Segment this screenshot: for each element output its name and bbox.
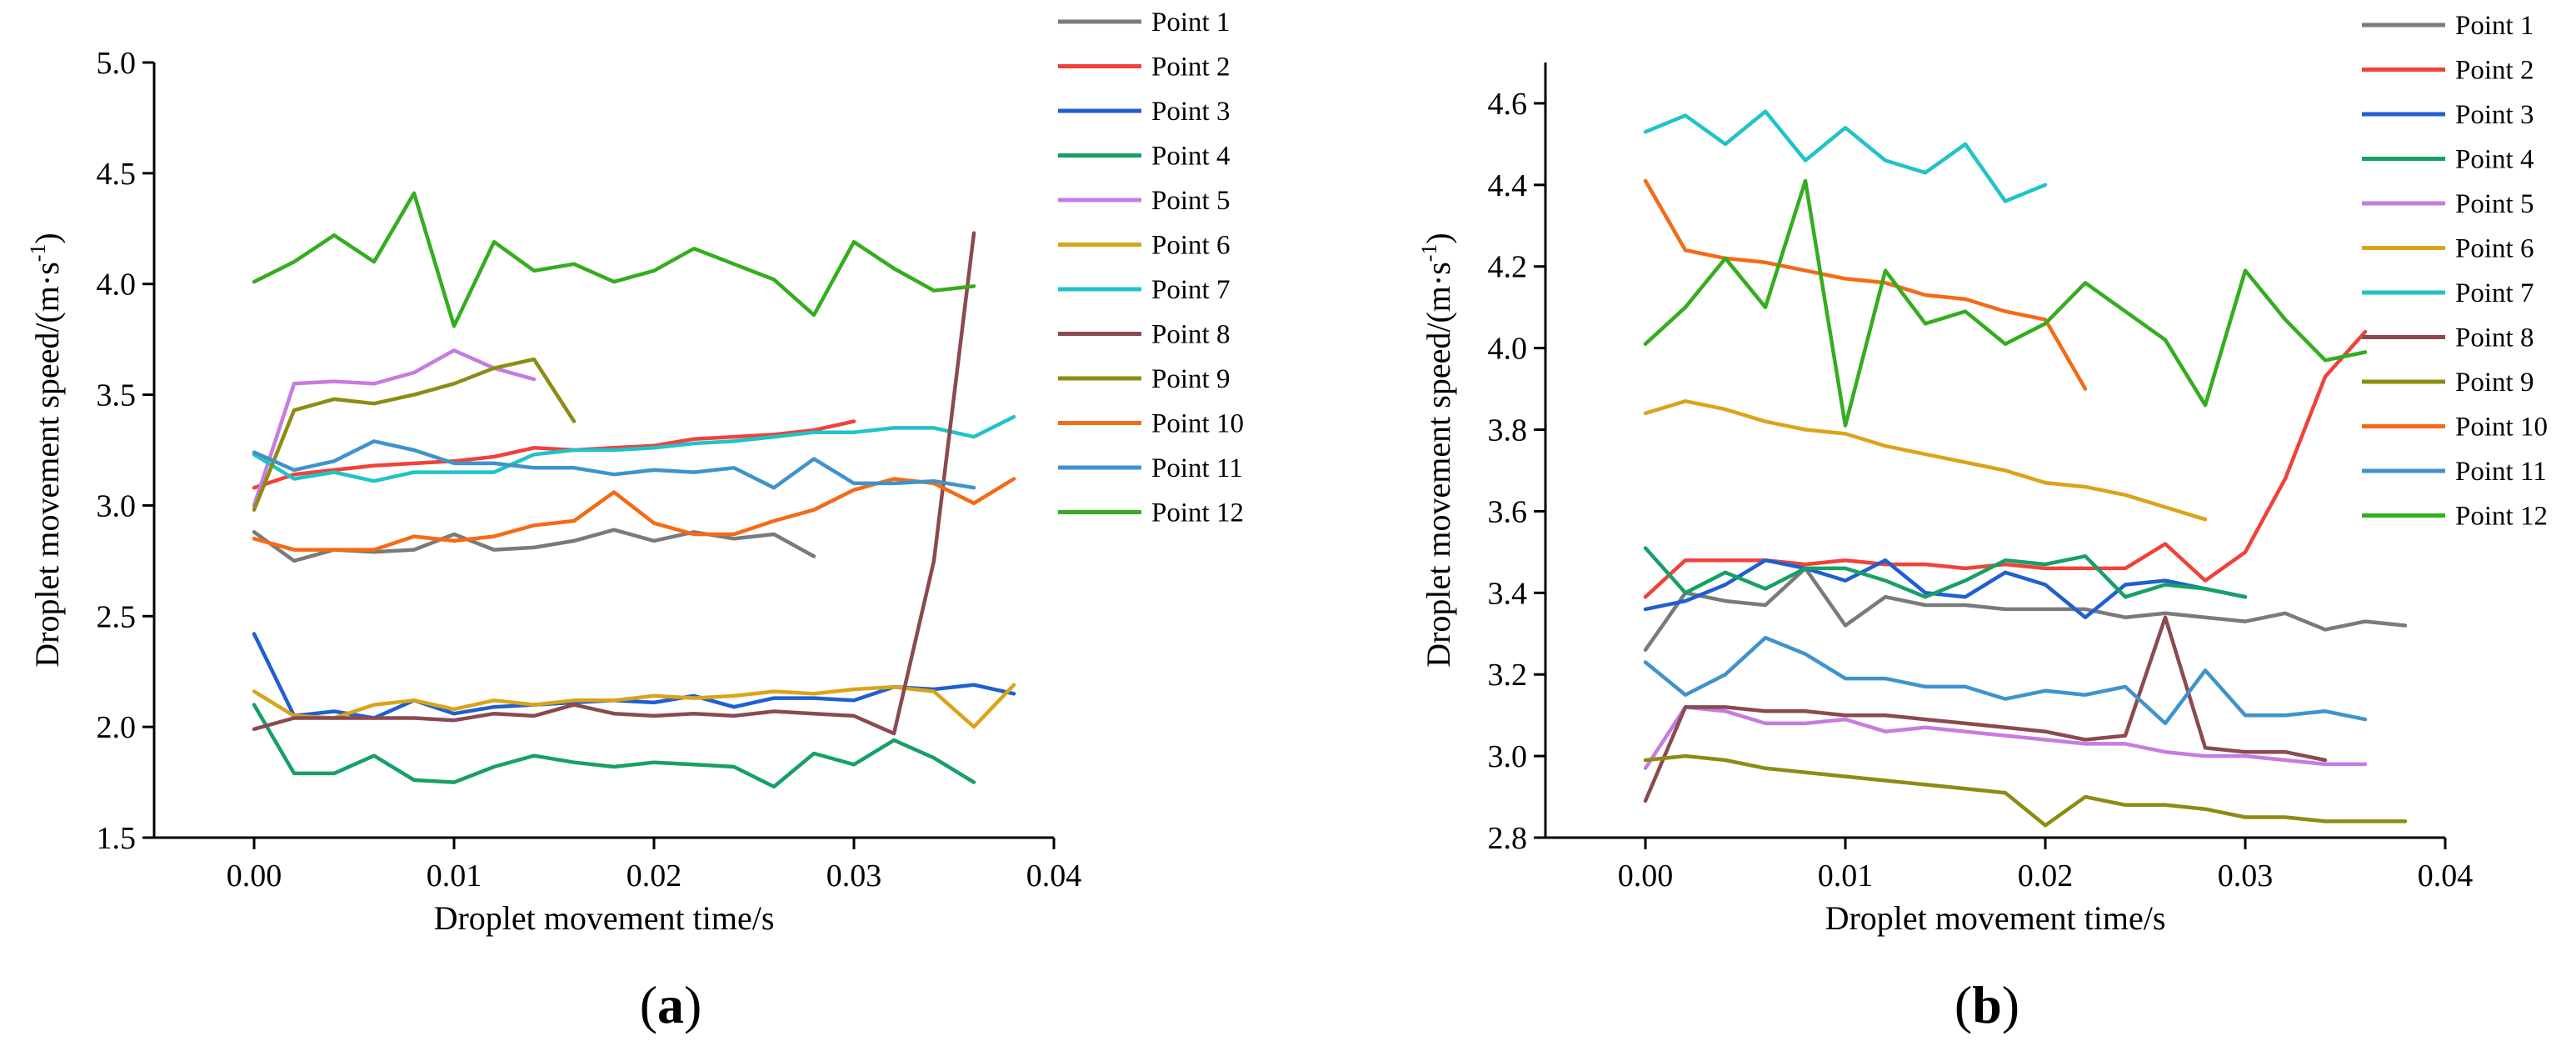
- series-line-point-4: [252, 703, 976, 789]
- legend-label: Point 5: [1151, 186, 1230, 216]
- panel-a: 1.5 2.0 2.5 3.0 3.5 4.0 4.5 5.0 0.00 0.01 0.02 0.03…: [26, 8, 1244, 1034]
- panel-label: (b): [1954, 975, 2019, 1034]
- y-axis-label-sup: -1: [1417, 244, 1441, 263]
- x-tick-label: 0.01: [1818, 858, 1874, 893]
- series-line-point-2: [1643, 329, 2368, 599]
- legend-label: Point 1: [2455, 11, 2534, 41]
- y-tick-label: 2.5: [97, 599, 137, 634]
- series-line-point-11: [252, 439, 976, 490]
- series-line-point-7: [1643, 109, 2048, 203]
- y-tick-label: 2.8: [1488, 821, 1528, 856]
- series-line-point-4: [1643, 546, 2248, 599]
- x-tick-label: 0.04: [1026, 858, 1082, 893]
- legend-label: Point 9: [2455, 368, 2534, 398]
- legend: Point 1 Point 2 Point 3 Point 4 Point 5 Point…: [1058, 8, 1244, 528]
- series-line-point-7: [252, 414, 1016, 483]
- x-tick-label: 0.00: [227, 858, 282, 893]
- legend-label: Point 12: [2455, 502, 2548, 532]
- y-tick-label: 3.0: [97, 488, 137, 523]
- series-line-point-8: [252, 231, 976, 736]
- series-line-point-6: [252, 683, 1016, 729]
- legend-label: Point 3: [2455, 100, 2534, 130]
- legend-label: Point 7: [1151, 275, 1230, 305]
- x-tick-label: 0.03: [2218, 858, 2274, 893]
- x-axis-label: Droplet movement time/s: [434, 899, 775, 937]
- y-axis-label: Droplet movement speed/(m·s-1): [26, 233, 66, 668]
- legend-label: Point 9: [1151, 364, 1230, 394]
- legend-label: Point 10: [1151, 409, 1244, 439]
- legend-label: Point 1: [1151, 8, 1230, 38]
- y-axis-label: Droplet movement speed/(m·s-1): [1417, 233, 1457, 668]
- y-tick-label: 1.5: [97, 821, 137, 856]
- legend: Point 1 Point 2 Point 3 Point 4 Point 5 Point…: [2362, 11, 2548, 532]
- series-line-point-10: [252, 477, 1016, 552]
- series-line-point-6: [1643, 399, 2208, 522]
- series-line-point-12: [252, 191, 976, 328]
- y-tick-label: 5.0: [97, 46, 137, 81]
- legend-label: Point 10: [2455, 413, 2548, 443]
- series-line-point-3: [1643, 558, 2248, 619]
- legend-label: Point 6: [2455, 234, 2534, 264]
- y-tick-label: 3.4: [1488, 576, 1528, 611]
- y-tick-label: 3.0: [1488, 739, 1528, 774]
- x-tick-label: 0.02: [2018, 858, 2074, 893]
- x-tick-label: 0.03: [826, 858, 882, 893]
- y-axis-label-main: Droplet movement speed/(m·s: [28, 262, 66, 668]
- series-line-point-5: [1643, 705, 2368, 771]
- y-tick-label: 4.0: [1488, 332, 1528, 367]
- y-tick-label: 4.2: [1488, 250, 1528, 285]
- x-tick-label: 0.00: [1618, 858, 1674, 893]
- legend-label: Point 2: [1151, 53, 1230, 83]
- x-tick-label: 0.04: [2418, 858, 2474, 893]
- panel-b: 2.8 3.0 3.2 3.4 3.6 3.8 4.0 4.2 4.4 4.6 0.00 0.01 0.…: [1417, 11, 2548, 1034]
- legend-label: Point 5: [2455, 189, 2534, 219]
- series-line-point-2: [252, 419, 856, 490]
- legend-label: Point 6: [1151, 231, 1230, 261]
- series-line-point-5: [252, 348, 537, 508]
- series-line-point-1: [1643, 566, 2408, 653]
- panel-label: (a): [640, 975, 702, 1034]
- series-line-point-9: [1643, 753, 2408, 828]
- y-tick-label: 2.0: [97, 710, 137, 745]
- series-line-point-9: [252, 357, 577, 512]
- legend-label: Point 8: [2455, 323, 2534, 353]
- y-tick-label: 4.6: [1488, 87, 1528, 122]
- x-tick-label: 0.01: [427, 858, 482, 893]
- legend-label: Point 11: [1151, 453, 1243, 483]
- series-line-point-12: [1643, 178, 2368, 428]
- legend-label: Point 4: [2455, 145, 2534, 175]
- y-tick-label: 3.8: [1488, 413, 1528, 448]
- x-tick-label: 0.02: [627, 858, 682, 893]
- y-tick-label: 3.5: [97, 378, 137, 413]
- legend-label: Point 12: [1151, 498, 1244, 528]
- series-line-point-11: [1643, 635, 2368, 726]
- legend-label: Point 8: [1151, 320, 1230, 350]
- y-tick-label: 3.6: [1488, 494, 1528, 529]
- y-tick-label: 4.0: [97, 268, 137, 303]
- series-line-point-10: [1643, 178, 2088, 391]
- legend-label: Point 4: [1151, 142, 1230, 172]
- legend-label: Point 3: [1151, 97, 1230, 127]
- y-axis-label-main: Droplet movement speed/(m·s: [1420, 262, 1457, 668]
- y-tick-label: 4.5: [97, 157, 137, 192]
- y-axis-label-close: ): [28, 233, 66, 243]
- legend-label: Point 11: [2455, 457, 2547, 487]
- legend-label: Point 7: [2455, 278, 2534, 308]
- x-axis-label: Droplet movement time/s: [1825, 899, 2166, 937]
- series-line-point-8: [1643, 615, 2328, 803]
- legend-label: Point 2: [2455, 56, 2534, 86]
- y-tick-label: 4.4: [1488, 168, 1528, 203]
- y-axis-label-sup: -1: [26, 244, 50, 263]
- y-axis-label-close: ): [1420, 233, 1457, 243]
- y-tick-label: 3.2: [1488, 658, 1528, 693]
